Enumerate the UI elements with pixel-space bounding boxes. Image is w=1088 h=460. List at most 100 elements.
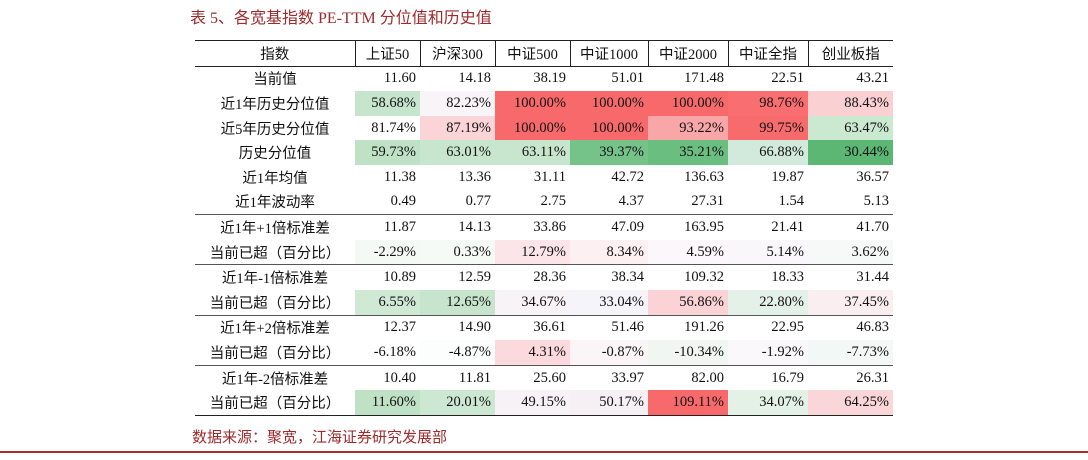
row-label: 近1年历史分位值 xyxy=(220,96,330,113)
cell: 191.26 xyxy=(648,314,728,341)
row-label: 当前已超（百分比） xyxy=(209,245,341,262)
cell: 34.67% xyxy=(495,289,570,316)
cell: 14.13 xyxy=(420,214,495,240)
column-header: 沪深300 xyxy=(419,40,495,67)
table-row: 当前已超（百分比） -2.29% 0.33% 12.79% 8.34% 4.59% 5.14… xyxy=(195,239,893,265)
cell: -4.87% xyxy=(420,340,495,366)
cell: 82.00 xyxy=(648,364,728,391)
cell: 81.74% xyxy=(371,119,416,136)
row-label: 近1年-2倍标准差 xyxy=(195,364,355,391)
cell: -10.34% xyxy=(648,340,728,366)
cell: 56.86% xyxy=(648,289,728,316)
table-row: 近1年+2倍标准差 12.37 14.90 36.61 51.46 191.26 22.95… xyxy=(195,314,893,341)
cell: 49.15% xyxy=(495,390,570,416)
cell: 36.61 xyxy=(495,314,570,341)
cell: 4.31% xyxy=(495,340,570,366)
cell: 171.48 xyxy=(684,70,724,87)
table-row: 近1年-2倍标准差 10.40 11.81 25.60 33.97 82.00 16.79 2… xyxy=(195,364,893,391)
cell: 39.37% xyxy=(570,140,648,165)
cell: 22.51 xyxy=(771,70,804,87)
column-header: 中证全指 xyxy=(727,40,808,67)
row-label: 当前值 xyxy=(253,72,297,89)
table-row: 近1年历史分位值 58.68% 82.23% 100.00% 100.00% 100.00… xyxy=(195,91,893,116)
cell: 58.68% xyxy=(355,91,420,116)
cell: 12.79% xyxy=(495,239,570,265)
row-label: 当前已超（百分比） xyxy=(195,390,355,416)
row-label: 当前已超（百分比） xyxy=(209,345,341,362)
cell: 63.47% xyxy=(808,115,893,141)
row-label: 近1年均值 xyxy=(242,170,308,187)
cell: -0.87% xyxy=(570,340,648,366)
cell: 36.57 xyxy=(856,168,889,185)
cell: 1.54 xyxy=(778,193,804,210)
cell: 59.73% xyxy=(355,140,420,165)
cell: 51.01 xyxy=(611,70,644,87)
cell: 99.75% xyxy=(728,115,808,141)
column-header: 中证2000 xyxy=(647,40,728,67)
cell: 136.63 xyxy=(684,168,724,185)
cell: 38.19 xyxy=(533,70,566,87)
cell: 21.41 xyxy=(728,214,808,240)
cell: 109.32 xyxy=(648,264,728,290)
cell: 0.77 xyxy=(465,193,491,210)
cell: 4.37 xyxy=(618,193,644,210)
table-row: 近5年历史分位值 81.74% 87.19% 100.00% 100.00% 93.22%… xyxy=(195,115,893,141)
cell: 6.55% xyxy=(355,289,420,316)
table-row: 当前已超（百分比） 11.60% 20.01% 49.15% 50.17% 109.11%… xyxy=(195,390,893,416)
cell: 100.00% xyxy=(648,91,728,116)
source-note: 数据来源：聚宽，江海证券研究发展部 xyxy=(192,430,448,446)
cell: 0.49 xyxy=(390,193,416,210)
cell: 100.00% xyxy=(570,91,648,116)
cell: 5.13 xyxy=(863,193,889,210)
cell: 12.65% xyxy=(420,289,495,316)
cell: 30.44% xyxy=(808,140,893,165)
table-row: 当前已超（百分比） 6.55% 12.65% 34.67% 33.04% 56.86% 22… xyxy=(195,289,893,316)
cell: 10.40 xyxy=(355,364,420,391)
cell: 5.14% xyxy=(728,239,808,265)
cell: 0.33% xyxy=(420,239,495,265)
cell: 38.34 xyxy=(570,264,648,290)
cell: 33.86 xyxy=(495,214,570,240)
cell: 34.07% xyxy=(728,390,808,416)
cell: 51.46 xyxy=(570,314,648,341)
cell: 11.60 xyxy=(383,70,416,87)
cell: 35.21% xyxy=(648,140,728,165)
cell: 33.04% xyxy=(570,289,648,316)
row-label: 历史分位值 xyxy=(238,146,312,163)
pe-table: 指数 上证50 沪深300 中证500 中证1000 中证2000 中证全指 创业板指 当前值 1… xyxy=(195,40,893,416)
cell: 47.09 xyxy=(570,214,648,240)
cell: -6.18% xyxy=(373,343,416,360)
cell: 163.95 xyxy=(648,214,728,240)
cell: 25.60 xyxy=(495,364,570,391)
cell: 33.97 xyxy=(570,364,648,391)
table-title: 表 5、各宽基指数 PE-TTM 分位值和历史值 xyxy=(190,10,492,27)
cell: 11.81 xyxy=(420,364,495,391)
cell: 8.34% xyxy=(570,239,648,265)
row-label: 近1年-1倍标准差 xyxy=(195,264,355,290)
cell: 22.95 xyxy=(728,314,808,341)
row-label: 当前已超（百分比） xyxy=(209,295,341,312)
footer-rule xyxy=(0,451,1088,453)
cell: 16.79 xyxy=(728,364,808,391)
cell: 13.36 xyxy=(458,168,491,185)
cell: 64.25% xyxy=(808,390,893,416)
cell: 11.87 xyxy=(355,214,420,240)
cell: 63.11% xyxy=(495,140,570,165)
cell: 63.01% xyxy=(420,140,495,165)
row-label: 近5年历史分位值 xyxy=(220,121,330,138)
cell: 11.38 xyxy=(383,168,416,185)
cell: 109.11% xyxy=(648,390,728,416)
cell: 31.44 xyxy=(808,264,893,290)
row-label: 近1年+1倍标准差 xyxy=(195,214,355,240)
cell: 100.00% xyxy=(495,91,570,116)
cell: 31.11 xyxy=(533,168,566,185)
cell: 100.00% xyxy=(495,115,570,141)
table-row: 当前已超（百分比） -6.18% -4.87% 4.31% -0.87% -10.34% -… xyxy=(195,340,893,366)
cell: 20.01% xyxy=(420,390,495,416)
cell: 82.23% xyxy=(420,91,495,116)
cell: 3.62% xyxy=(808,239,893,265)
cell: -1.92% xyxy=(728,340,808,366)
column-header: 上证50 xyxy=(354,40,420,67)
cell: 18.33 xyxy=(728,264,808,290)
